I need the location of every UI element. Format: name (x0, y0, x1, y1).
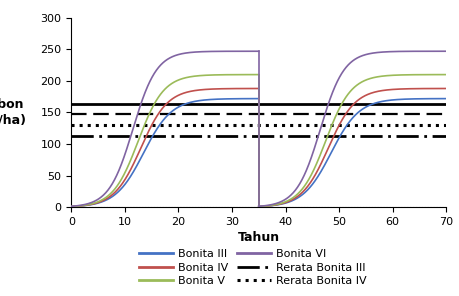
Legend: Bonita III, Bonita IV, Bonita V, Bonita VI, Rerata Bonita III, Rerata Bonita IV: Bonita III, Bonita IV, Bonita V, Bonita … (134, 245, 370, 290)
X-axis label: Tahun: Tahun (237, 231, 279, 244)
Y-axis label: Karbon
(ton/ha): Karbon (ton/ha) (0, 99, 27, 126)
